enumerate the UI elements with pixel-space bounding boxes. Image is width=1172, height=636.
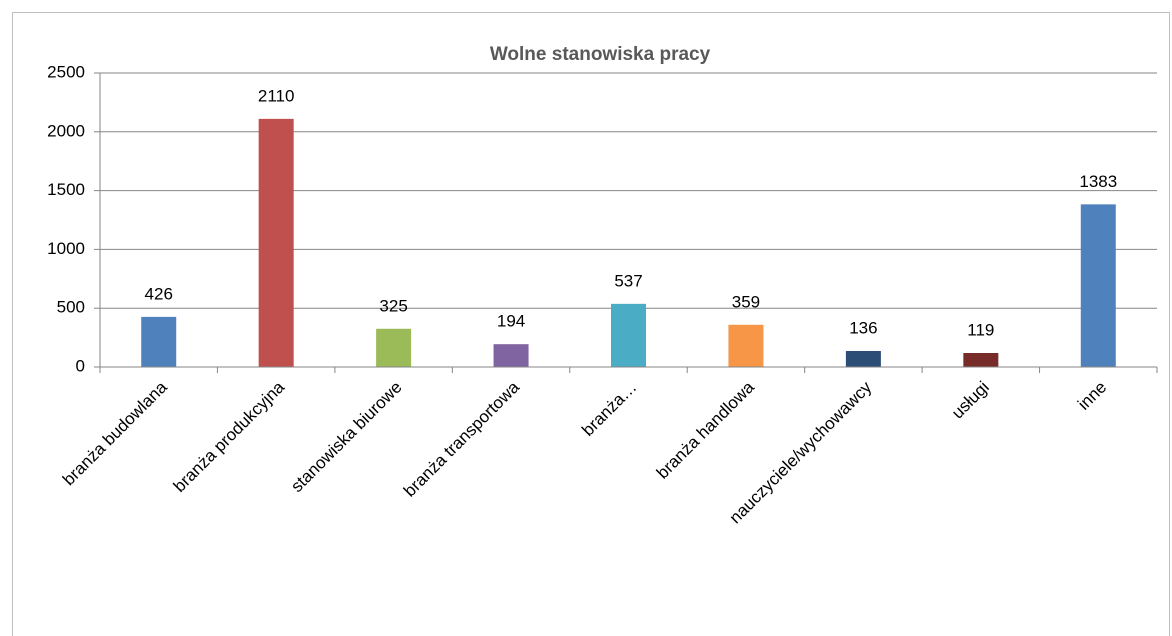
data-label: 359 xyxy=(732,292,760,311)
bar xyxy=(493,344,529,367)
bar xyxy=(376,328,412,367)
bar xyxy=(141,316,177,367)
data-label: 136 xyxy=(849,318,877,337)
data-label: 325 xyxy=(379,296,407,315)
data-label: 194 xyxy=(497,312,525,331)
bar xyxy=(845,351,881,367)
y-tick-label: 0 xyxy=(76,356,85,375)
y-tick-label: 500 xyxy=(57,298,85,317)
y-tick-label: 2500 xyxy=(47,62,85,81)
y-tick-label: 2000 xyxy=(47,121,85,140)
data-label: 1383 xyxy=(1079,172,1117,191)
chart-title: Wolne stanowiska pracy xyxy=(490,44,711,65)
data-label: 537 xyxy=(614,271,642,290)
chart-frame xyxy=(12,12,1170,636)
y-tick-label: 1500 xyxy=(47,180,85,199)
bar xyxy=(258,118,294,367)
bar xyxy=(1080,204,1116,367)
data-label: 426 xyxy=(145,284,173,303)
data-label: 119 xyxy=(967,320,994,339)
bar xyxy=(611,303,646,367)
bar xyxy=(728,324,764,367)
data-label: 2110 xyxy=(258,86,295,105)
y-tick-label: 1000 xyxy=(47,239,85,258)
bar xyxy=(963,353,999,367)
